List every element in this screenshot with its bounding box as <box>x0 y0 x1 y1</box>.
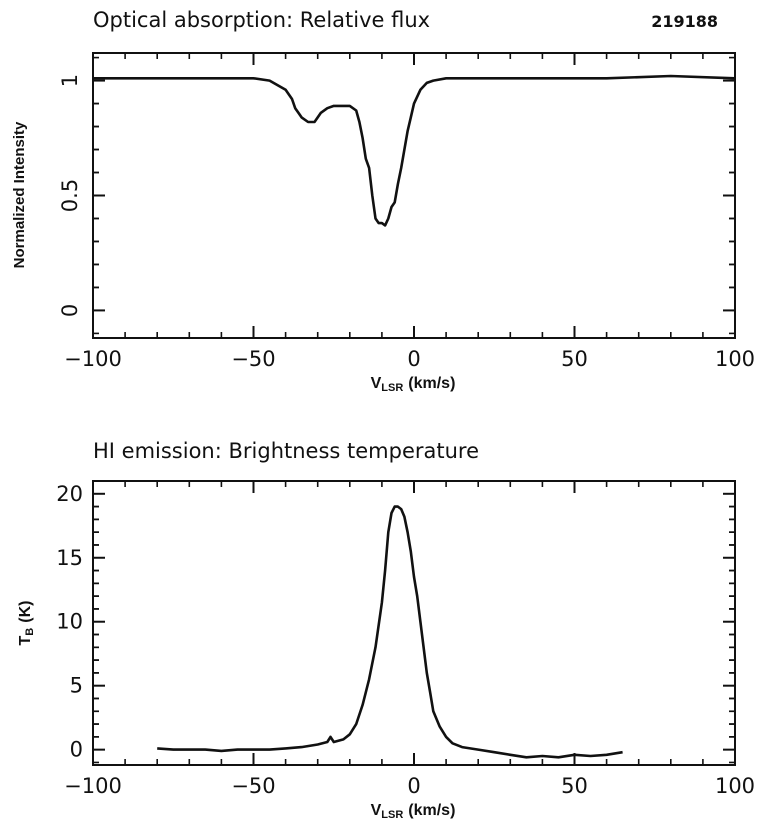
emission-y-label-main: T <box>17 635 34 645</box>
x-tick-label: −100 <box>64 347 122 371</box>
emission-ticks <box>92 480 736 765</box>
emission-x-tick-labels: −100 −50 0 50 100 <box>64 774 755 798</box>
absorption-ticks <box>92 53 736 338</box>
panel-absorption: Optical absorption: Relative flux 219188… <box>11 8 755 394</box>
x-tick-label: −100 <box>64 774 122 798</box>
emission-y-axis-label: TB (K) <box>17 601 36 646</box>
absorption-plot-frame <box>92 52 736 339</box>
absorption-title: Optical absorption: Relative flux <box>93 8 430 32</box>
absorption-series-line <box>93 74 736 227</box>
y-tick-label: 1 <box>58 74 82 87</box>
x-tick-label: 50 <box>561 774 588 798</box>
x-tick-label: 100 <box>715 347 755 371</box>
x-tick-label: −50 <box>231 774 275 798</box>
y-tick-label: 20 <box>56 482 83 506</box>
emission-title: HI emission: Brightness temperature <box>93 439 479 463</box>
x-tick-label: 50 <box>561 347 588 371</box>
x-tick-label: 0 <box>407 774 420 798</box>
y-tick-label: 0 <box>70 738 83 762</box>
emission-series-line <box>157 505 623 759</box>
x-tick-label: 0 <box>407 347 420 371</box>
emission-plot-frame <box>92 480 736 766</box>
y-tick-label: 15 <box>56 546 83 570</box>
emission-x-label-main: V <box>371 802 382 819</box>
emission-x-label-sub: LSR <box>381 809 403 821</box>
x-tick-label: −50 <box>231 347 275 371</box>
y-tick-label: 0.5 <box>58 179 82 212</box>
y-tick-label: 10 <box>56 610 83 634</box>
emission-x-label-unit: (km/s) <box>408 802 455 819</box>
emission-x-axis-label: VLSR (km/s) <box>371 802 456 821</box>
emission-y-tick-labels: 0 5 10 15 20 <box>56 482 83 762</box>
panel-emission: HI emission: Brightness temperature −100… <box>17 439 755 821</box>
y-tick-label: 0 <box>58 304 82 317</box>
star-id-label: 219188 <box>651 12 718 31</box>
absorption-x-tick-labels: −100 −50 0 50 100 <box>64 347 755 371</box>
absorption-x-label-sub: LSR <box>381 382 403 394</box>
y-tick-label: 5 <box>70 674 83 698</box>
absorption-x-label-main: V <box>371 375 382 392</box>
x-tick-label: 100 <box>715 774 755 798</box>
emission-y-label-unit: (K) <box>17 601 34 623</box>
emission-y-label-sub: B <box>24 628 36 636</box>
absorption-x-axis-label: VLSR (km/s) <box>371 375 456 394</box>
absorption-y-axis-label: Normalized Intensity <box>11 121 28 268</box>
absorption-x-label-unit: (km/s) <box>408 375 455 392</box>
absorption-y-tick-labels: 00.51 <box>58 74 82 317</box>
